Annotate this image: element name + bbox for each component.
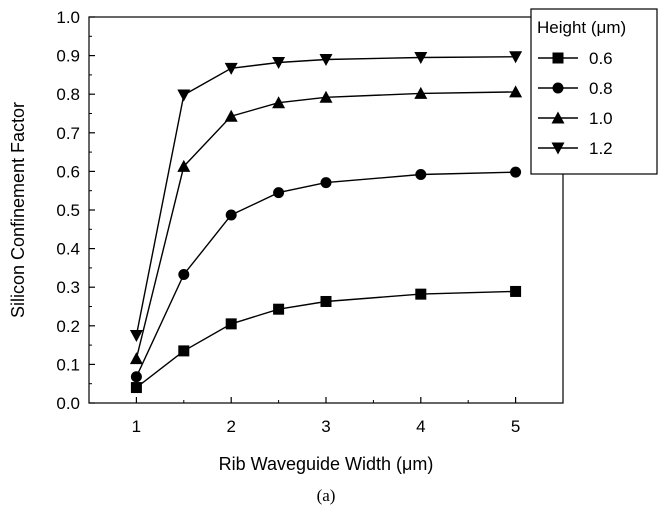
legend-label-1.2: 1.2	[589, 139, 613, 158]
legend-marker-1.0	[551, 111, 565, 124]
y-tick-label: 0.1	[56, 355, 80, 374]
data-point-1.2	[509, 51, 523, 64]
series-lines	[135, 56, 516, 389]
data-point-0.6	[415, 288, 427, 300]
x-axis-title: Rib Waveguide Width (μm)	[219, 454, 434, 474]
x-tick-label: 2	[226, 417, 235, 436]
data-point-1.0	[509, 85, 523, 98]
data-point-0.8	[320, 177, 332, 189]
legend-marker-0.6	[552, 52, 564, 64]
data-point-0.6	[225, 318, 237, 330]
legend-label-1.0: 1.0	[589, 109, 613, 128]
legend-items: 0.6 0.8 1.0 1.2	[538, 49, 613, 158]
y-tick-labels: 0.0 0.1 0.2 0.3 0.4 0.5 0.6 0.7 0.8 0.9 1.0	[56, 8, 80, 413]
data-point-1.2	[177, 89, 191, 102]
legend: Height (μm) 0.6 0.8 1.0 1.2	[530, 8, 658, 175]
y-tick-label: 0.5	[56, 201, 80, 220]
y-tick-label: 0.8	[56, 85, 80, 104]
data-point-1.2	[224, 62, 238, 75]
data-point-1.2	[272, 57, 286, 70]
plot-frame	[88, 16, 564, 404]
data-point-0.8	[225, 209, 237, 221]
x-tick-label: 3	[321, 417, 330, 436]
data-point-1.0	[272, 96, 286, 109]
data-point-0.8	[415, 168, 427, 180]
data-point-1.0	[414, 86, 428, 99]
series-line-1.0	[135, 91, 516, 359]
data-point-0.8	[273, 187, 285, 199]
data-point-0.8	[510, 166, 522, 178]
y-tick-label: 0.9	[56, 47, 80, 66]
data-point-0.6	[510, 285, 522, 297]
x-tick-label: 5	[511, 417, 520, 436]
legend-label-0.6: 0.6	[589, 49, 613, 68]
y-tick-label: 0.6	[56, 162, 80, 181]
legend-marker-1.2	[551, 142, 565, 155]
y-tick-label: 0.3	[56, 278, 80, 297]
legend-box	[530, 8, 658, 175]
legend-title: Height (μm)	[537, 18, 626, 37]
y-tick-label: 0.4	[56, 240, 80, 259]
series-markers	[129, 51, 523, 394]
data-point-0.6	[178, 345, 190, 357]
figure-caption: (a)	[317, 486, 336, 505]
x-tick-labels: 1 2 3 4 5	[132, 417, 521, 436]
data-point-1.2	[129, 329, 143, 342]
data-point-0.6	[130, 382, 142, 394]
x-tick-label: 1	[132, 417, 141, 436]
legend-label-0.8: 0.8	[589, 79, 613, 98]
y-tick-label: 0.2	[56, 317, 80, 336]
data-point-0.8	[130, 371, 142, 383]
data-point-1.0	[224, 109, 238, 122]
legend-marker-0.8	[552, 82, 564, 94]
data-point-1.2	[414, 52, 428, 65]
y-axis-title: Silicon Confinement Factor	[8, 102, 28, 318]
data-point-1.0	[319, 90, 333, 103]
data-point-1.2	[319, 53, 333, 66]
data-point-0.6	[320, 295, 332, 307]
axis-ticks	[88, 16, 564, 404]
y-tick-label: 1.0	[56, 8, 80, 27]
x-tick-label: 4	[416, 417, 425, 436]
data-point-1.0	[129, 352, 143, 365]
y-tick-label: 0.0	[56, 394, 80, 413]
data-point-0.6	[273, 303, 285, 315]
y-tick-label: 0.7	[56, 124, 80, 143]
data-point-1.0	[177, 159, 191, 172]
data-point-0.8	[178, 268, 190, 280]
